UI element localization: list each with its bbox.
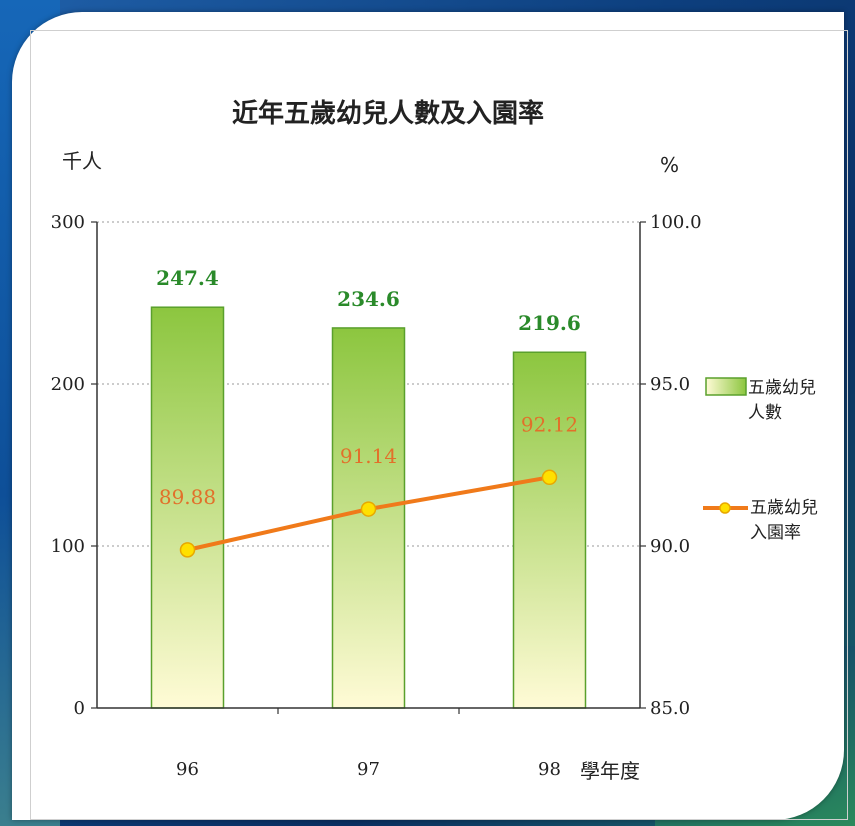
legend-bar-label-line2: 人數 xyxy=(748,403,782,423)
data-labels: 247.4 234.6 219.6 89.88 91.14 92.12 xyxy=(156,266,581,509)
left-tick-label-100: 100 xyxy=(51,536,85,557)
legend-line-label-line2: 入園率 xyxy=(750,523,801,543)
legend-line-label-line1: 五歲幼兒 xyxy=(750,498,818,518)
rate-point-98 xyxy=(541,469,558,486)
tick-labels: 0 100 200 300 85.0 90.0 95.0 100.0 96 97 98 xyxy=(51,212,702,780)
rate-point-96 xyxy=(179,542,196,558)
x-axis-label: 學年度 xyxy=(580,759,640,783)
rate-line xyxy=(179,469,558,558)
x-tick-label-96: 96 xyxy=(176,759,199,780)
left-axis-unit: 千人 xyxy=(62,149,102,173)
left-tick-label-300: 300 xyxy=(51,212,85,233)
rate-point-97 xyxy=(360,501,377,517)
axes xyxy=(91,221,646,714)
bar-96 xyxy=(150,306,225,709)
legend: 五歲幼兒 人數 五歲幼兒 入園率 xyxy=(703,377,818,543)
legend-bar-swatch xyxy=(705,377,747,396)
slide-card xyxy=(12,12,844,820)
legend-bar-label-line1: 五歲幼兒 xyxy=(748,378,816,398)
right-tick-label-85.0: 85.0 xyxy=(650,698,690,719)
right-tick-label-90.0: 90.0 xyxy=(650,536,690,557)
bar-value-label-98: 219.6 xyxy=(518,311,581,335)
left-tick-label-200: 200 xyxy=(51,374,85,395)
bars xyxy=(150,306,587,709)
bar-value-label-97: 234.6 xyxy=(337,287,400,311)
right-axis-unit: % xyxy=(660,153,679,177)
right-tick-label-95.0: 95.0 xyxy=(650,374,690,395)
right-tick-label-100.0: 100.0 xyxy=(650,212,702,233)
chart-frame xyxy=(30,30,848,820)
bar-value-label-96: 247.4 xyxy=(156,266,219,290)
legend-line-marker xyxy=(719,502,731,514)
rate-value-label-98: 92.12 xyxy=(521,412,578,436)
rate-value-label-97: 91.14 xyxy=(340,444,397,468)
chart-title: 近年五歲幼兒人數及入園率 xyxy=(232,98,544,129)
x-tick-label-97: 97 xyxy=(357,759,380,780)
bar-97 xyxy=(331,327,406,709)
x-tick-label-98: 98 xyxy=(538,759,561,780)
bar-98 xyxy=(512,351,587,709)
left-tick-label-0: 0 xyxy=(74,698,85,719)
rate-value-label-96: 89.88 xyxy=(159,485,216,509)
